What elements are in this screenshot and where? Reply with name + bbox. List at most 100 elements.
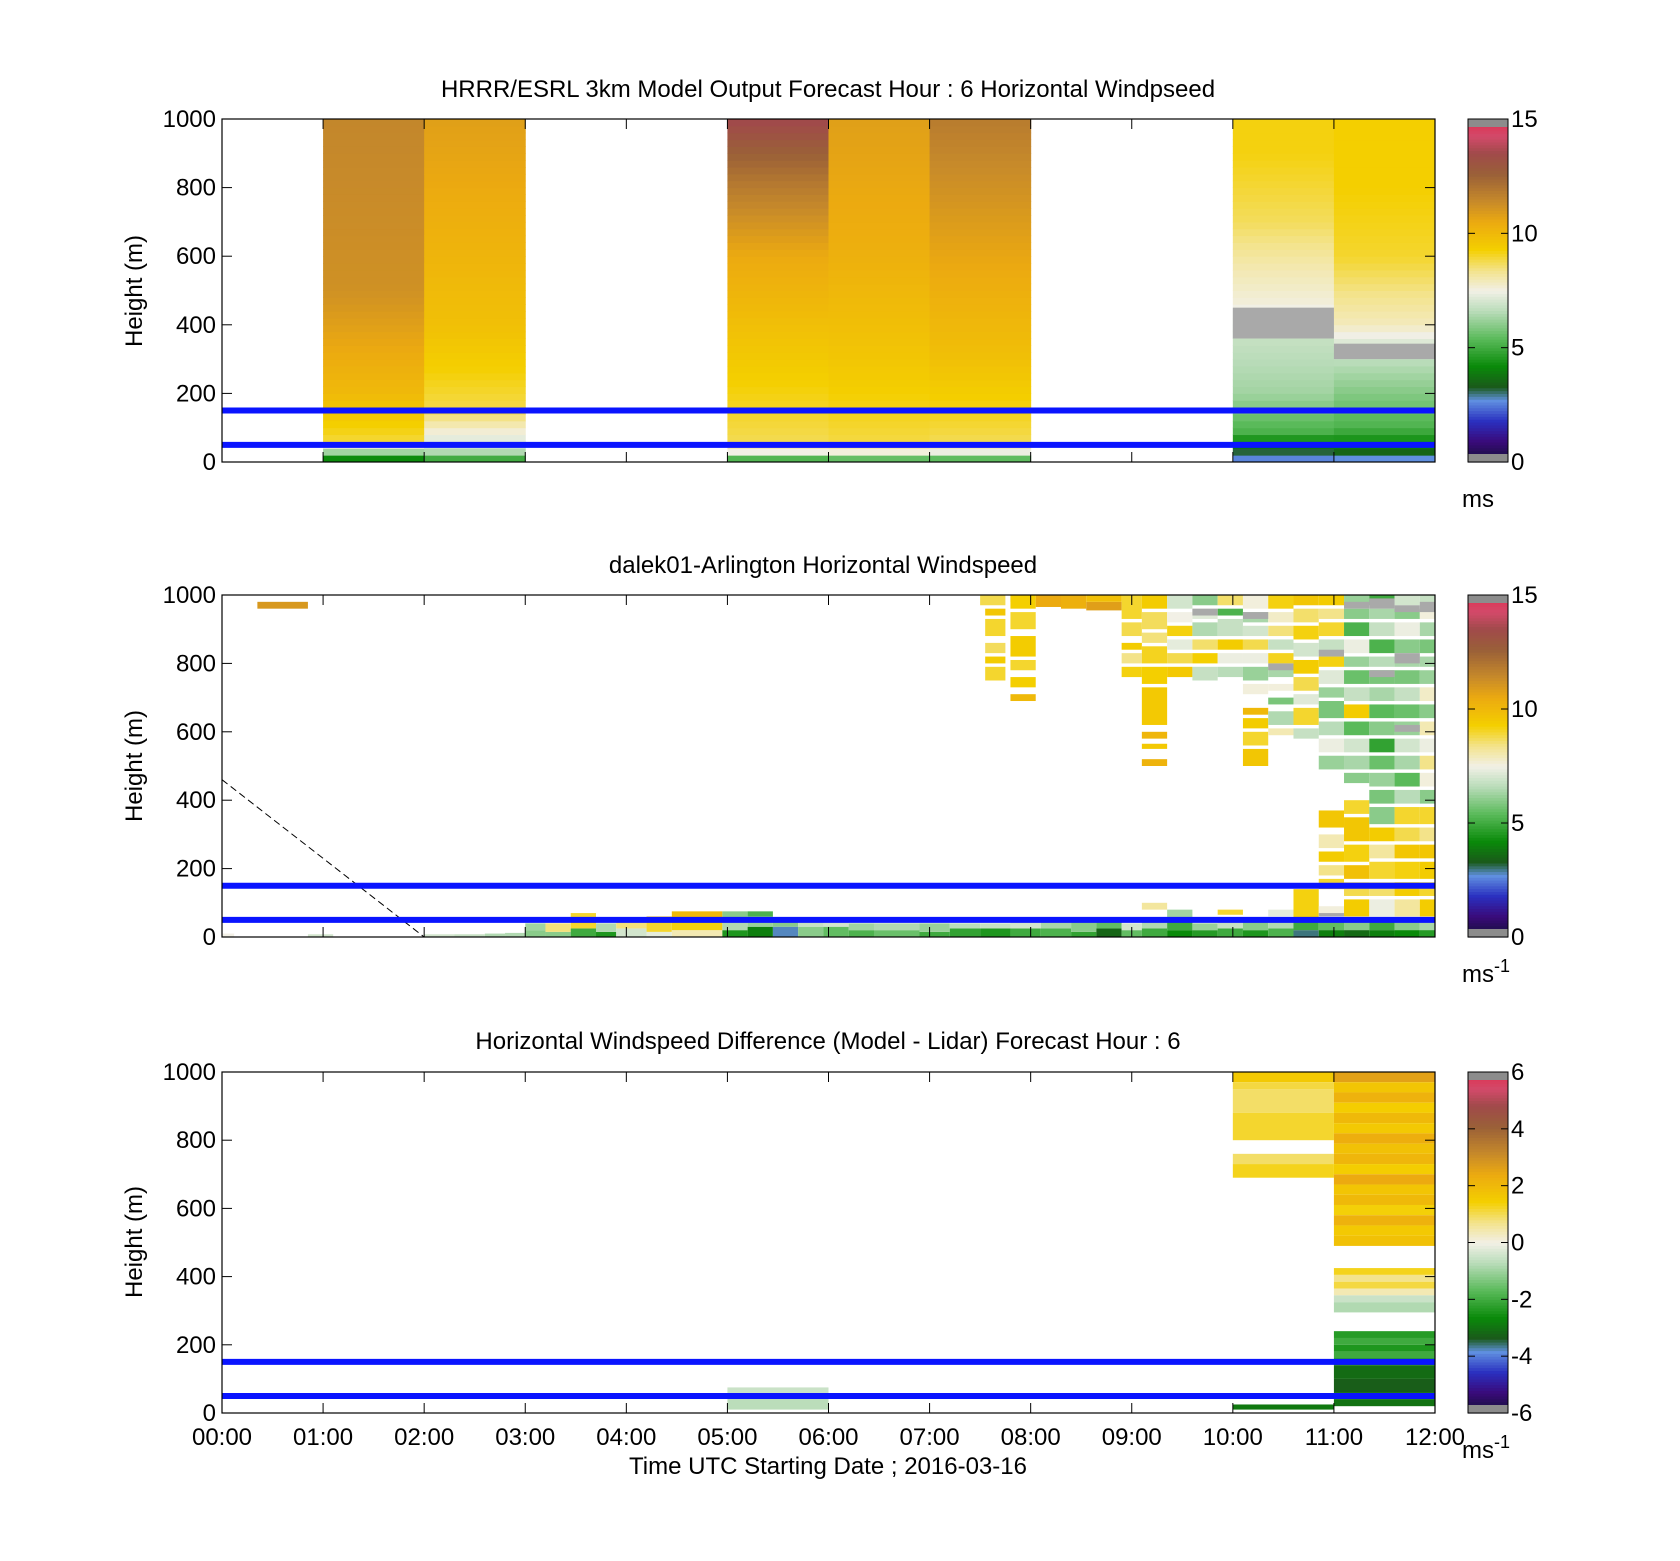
heatmap-cell [1369,844,1395,859]
colorbar-segment [1468,1211,1508,1215]
heatmap-cell [1141,731,1168,739]
colorbar-segment [1468,1134,1508,1138]
colorbar-segment [1468,666,1508,670]
colorbar-segment [1468,239,1508,243]
heatmap-cell [1318,851,1345,862]
y-tick-label: 200 [176,856,216,883]
heatmap-cell [929,235,1032,243]
colorbar-segment [1468,353,1508,357]
colorbar-segment [1468,416,1508,420]
heatmap-cell [1333,1112,1435,1124]
colorbar-segment [1468,244,1508,249]
heatmap-cell [1268,711,1294,725]
colorbar-segment [1468,1339,1508,1343]
heatmap-cell [1242,666,1269,681]
heatmap-cell [727,372,829,381]
heatmap-cell [646,919,672,932]
colorbar-segment [1468,301,1508,306]
heatmap-cell [929,194,1032,202]
colorbar-segment [1468,663,1508,667]
colorbar-segment [1468,293,1508,297]
colorbar-segment [1468,276,1508,280]
colorbar-segment [1468,614,1508,619]
colorbar-tick-label: 15 [1511,582,1538,609]
reference-lines [222,407,1435,448]
colorbar-segment [1468,1125,1508,1130]
colorbar-segment [1468,1381,1508,1386]
heatmap-cell [525,923,546,931]
heatmap-cell [1318,810,1345,828]
colorbar-under [1468,454,1508,462]
colorbar-segment [1468,130,1508,134]
colorbar-segment [1468,868,1508,873]
colorbar-segment [1468,671,1508,676]
colorbar-segment [1468,780,1508,784]
heatmap-cell [1232,173,1335,182]
heatmap-cell [1010,694,1036,702]
colorbar-segment [1468,1231,1508,1235]
colorbar-segment [1468,680,1508,684]
colorbar-segment [1468,1344,1508,1349]
heatmap-cell [424,413,526,422]
colorbar-segment [1468,1086,1508,1090]
heatmap-cell [1333,242,1435,250]
heatmap-cell [1040,928,1072,937]
heatmap-cell [727,311,829,319]
colorbar-segment [1468,136,1508,140]
heatmap-cell [323,221,425,230]
colorbar-unit: ms [1462,486,1494,513]
colorbar-segment [1468,1219,1508,1224]
heatmap-cell [1333,1302,1435,1313]
heatmap-cell [1419,687,1435,702]
heatmap-cell [323,256,425,264]
colorbar-segment [1468,127,1508,132]
heatmap-cell [727,345,829,353]
heatmap-cell [1293,919,1319,931]
colorbar-segment [1468,711,1508,716]
colorbar-segment [1468,1273,1508,1278]
colorbar-segment [1468,1378,1508,1383]
heatmap-cell [323,427,425,436]
colorbar-segment [1468,141,1508,146]
heatmap-cell [929,139,1032,147]
colorbar-segment [1468,1282,1508,1286]
heatmap-cell [323,413,425,422]
colorbar-segment [1468,1361,1508,1366]
heatmap-cell [1333,228,1435,237]
heatmap-cell [985,642,1006,654]
heatmap-cell [929,249,1032,257]
colorbar-segment [1468,1216,1508,1221]
colorbar-segment [1468,837,1508,841]
heatmap-cell [929,160,1032,168]
colorbar-segment [1468,660,1508,664]
x-axis: 00:00 01:00 02:00 03:00 04:00 05:00 06:00 07:00… [192,1072,1465,1451]
heatmap-cell [323,160,425,168]
heatmap-cell [1141,612,1168,630]
heatmap-cell [1333,1184,1435,1195]
heatmap-cell [1419,721,1435,736]
heatmap-cell [1333,365,1435,374]
colorbar-segment [1468,1106,1508,1110]
heatmap-cell [828,365,931,374]
heatmap-cell [1268,653,1294,664]
heatmap-cell [1333,153,1435,161]
heatmap-cell [1333,1215,1435,1226]
colorbar-segment [1468,1083,1508,1087]
heatmap-cell [1232,1112,1334,1141]
heatmap-cell [727,420,829,429]
heatmap-cell [1232,139,1335,147]
heatmap-cell [1141,595,1168,609]
heatmap-cell [323,276,425,285]
heatmap-cell [828,283,931,291]
x-tick-label: 07:00 [900,1424,960,1451]
heatmap-cell [1232,307,1334,339]
heatmap-cell [1344,608,1370,619]
heatmap-cell [424,400,526,408]
heatmap-cell [1344,595,1370,606]
colorbar-segment [1468,1140,1508,1144]
colorbar-segment [1468,256,1508,260]
heatmap-cell [747,911,773,917]
x-tick-label: 12:00 [1405,1424,1465,1451]
heatmap-cell [424,153,526,161]
heatmap-cell [1344,919,1370,931]
